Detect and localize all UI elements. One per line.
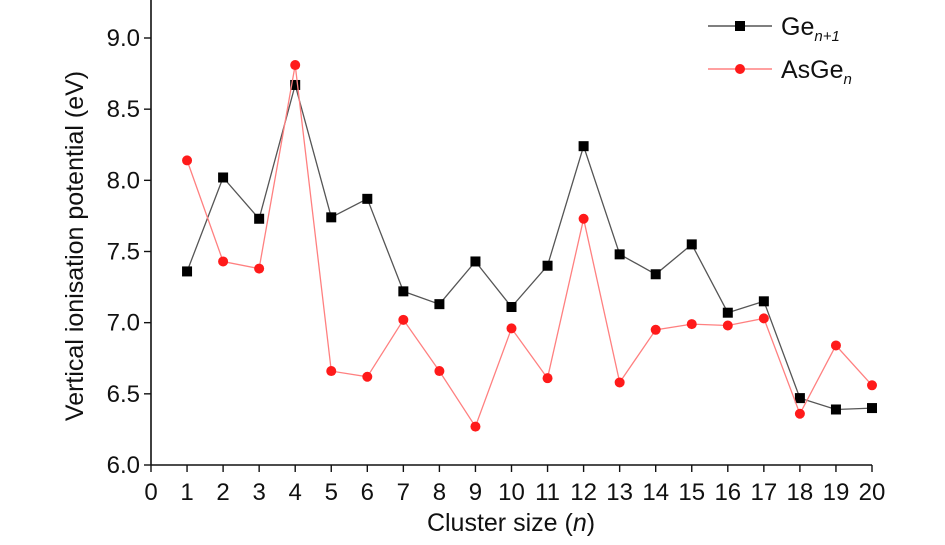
- data-point-ge: [218, 172, 229, 183]
- data-point-ge: [650, 269, 661, 280]
- y-tick-label: 6.0: [107, 452, 140, 479]
- x-tick-label: 19: [823, 479, 850, 506]
- x-tick-label: 17: [750, 479, 777, 506]
- x-tick-label: 15: [678, 479, 705, 506]
- data-point-asge: [794, 408, 805, 419]
- y-axis-label: Vertical ionisation potential (eV): [61, 71, 89, 421]
- data-point-asge: [506, 323, 517, 334]
- data-point-ge: [794, 393, 805, 404]
- data-point-ge: [758, 296, 769, 307]
- legend-label-asge: AsGen: [781, 56, 852, 88]
- data-point-ge: [434, 299, 445, 310]
- legend-item-asge: AsGen: [708, 56, 852, 88]
- data-point-asge: [830, 340, 841, 351]
- x-tick-label: 16: [714, 479, 741, 506]
- y-tick-label: 7.5: [107, 239, 140, 266]
- x-axis-label-variable: n: [573, 509, 587, 537]
- axis-ticks: 0 1 2 3 4 5 6 7 8 9 10 11 12 13 14 15 16 17 18 19 206.06.57.…: [107, 25, 886, 506]
- x-tick-label: 20: [859, 479, 886, 506]
- y-tick-label: 9.0: [107, 25, 140, 52]
- data-point-ge: [326, 212, 337, 223]
- x-tick-label: 7: [397, 479, 410, 506]
- series-ge: [182, 79, 877, 415]
- x-tick-label: 11: [535, 479, 560, 506]
- data-point-asge: [614, 377, 625, 388]
- x-tick-label: 1: [180, 479, 193, 506]
- x-tick-label: 5: [325, 479, 338, 506]
- x-tick-label: 0: [144, 479, 157, 506]
- data-point-asge: [434, 366, 445, 377]
- y-tick-label: 8.0: [107, 167, 140, 194]
- legend: Gen+1 AsGen: [708, 13, 852, 88]
- data-point-asge: [578, 213, 589, 224]
- data-point-asge: [542, 373, 553, 384]
- data-point-ge: [722, 307, 733, 318]
- series-line-asge: [186, 64, 873, 429]
- legend-label-ge: Gen+1: [781, 13, 840, 45]
- x-tick-label: 3: [252, 479, 265, 506]
- data-point-ge: [254, 213, 265, 224]
- x-tick-label: 18: [787, 479, 814, 506]
- legend-label-ge-base: Ge: [781, 13, 814, 41]
- legend-marker-asge: [735, 64, 745, 74]
- data-point-ge: [470, 256, 481, 267]
- data-point-asge: [326, 366, 337, 377]
- y-tick-label: 7.0: [107, 310, 140, 337]
- data-point-asge: [686, 319, 697, 330]
- series-asge: [182, 60, 877, 432]
- x-axis-label-text: Cluster size (: [427, 509, 574, 537]
- legend-item-ge: Gen+1: [708, 13, 840, 45]
- data-point-asge: [362, 371, 373, 382]
- x-tick-label: 13: [606, 479, 633, 506]
- data-point-asge: [398, 314, 409, 325]
- data-series: [182, 60, 877, 432]
- y-tick-label: 6.5: [107, 381, 140, 408]
- data-point-ge: [614, 249, 625, 260]
- data-point-ge: [542, 260, 553, 271]
- data-point-asge: [650, 324, 661, 335]
- x-tick-label: 8: [433, 479, 446, 506]
- x-tick-label: 12: [570, 479, 597, 506]
- data-point-ge: [867, 403, 877, 414]
- x-axis-label-close: ): [587, 509, 595, 537]
- legend-label-ge-sub: n+1: [814, 28, 839, 45]
- x-tick-label: 10: [498, 479, 525, 506]
- series-line-ge: [186, 82, 873, 411]
- data-point-asge: [218, 256, 229, 267]
- data-point-asge: [290, 60, 301, 71]
- data-point-asge: [867, 380, 877, 391]
- x-tick-label: 4: [289, 479, 302, 506]
- data-point-asge: [758, 313, 769, 324]
- data-point-ge: [362, 193, 373, 204]
- x-tick-label: 14: [642, 479, 669, 506]
- data-point-asge: [470, 421, 481, 432]
- x-tick-label: 2: [216, 479, 229, 506]
- legend-label-asge-base: AsGe: [781, 56, 844, 84]
- data-point-asge: [254, 263, 265, 274]
- legend-marker-ge: [735, 21, 745, 31]
- data-point-ge: [578, 141, 589, 152]
- data-point-ge: [182, 266, 193, 277]
- data-point-ge: [290, 79, 301, 90]
- data-point-ge: [398, 286, 409, 297]
- x-tick-label: 9: [469, 479, 482, 506]
- y-tick-label: 8.5: [107, 96, 140, 123]
- data-point-ge: [686, 239, 697, 250]
- data-point-asge: [182, 155, 193, 166]
- data-point-ge: [506, 302, 517, 313]
- x-axis-label: Cluster size (n): [427, 509, 595, 537]
- data-point-asge: [722, 320, 733, 331]
- legend-label-asge-sub: n: [844, 71, 852, 88]
- x-tick-label: 6: [361, 479, 374, 506]
- data-point-ge: [830, 404, 841, 415]
